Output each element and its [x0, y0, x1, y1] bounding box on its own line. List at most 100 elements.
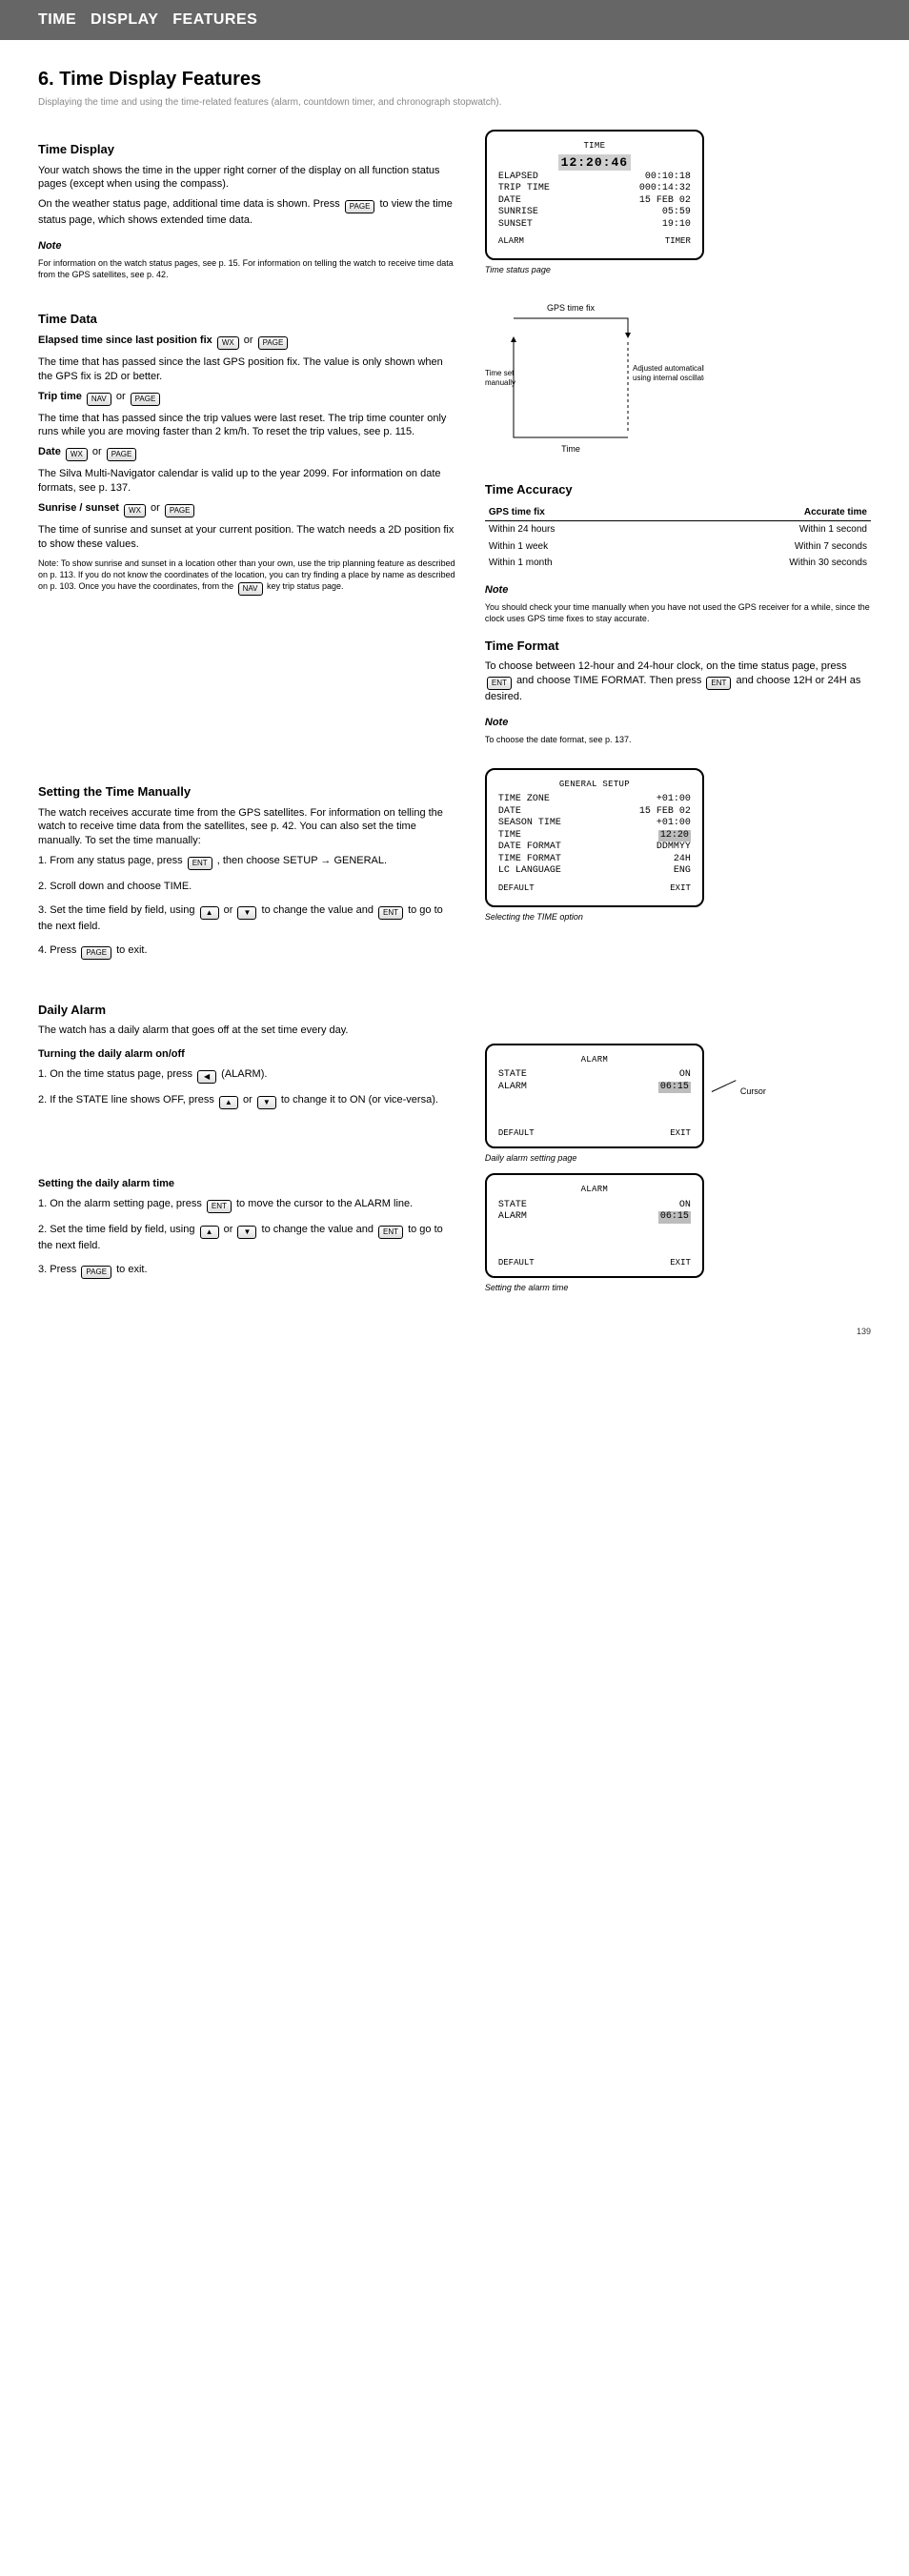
text: SUNSET: [498, 219, 533, 232]
heading-daily-alarm: Daily Alarm: [38, 1002, 871, 1019]
subhead: Setting the daily alarm time: [38, 1178, 174, 1189]
heading-time-display: Time Display: [38, 141, 456, 158]
lcd-row: LC LANGUAGEENG: [498, 865, 691, 878]
weather-key-icon: WX: [124, 504, 146, 517]
page-body: 6. Time Display Features Displaying the …: [0, 40, 909, 1351]
diagram-label-top: GPS time fix: [547, 303, 596, 313]
lcd-alarm-set: ALARM STATEON ALARM06:15 DEFAULTEXIT: [485, 1173, 704, 1278]
steps-alarm-set: 1. On the alarm setting page, press ENT …: [38, 1197, 456, 1279]
text: to exit.: [116, 944, 147, 956]
lcd-title: GENERAL SETUP: [498, 780, 691, 790]
note-head: Note: [485, 583, 871, 598]
page-key-icon: PAGE: [165, 504, 195, 517]
para: The time of sunrise and sunset at your c…: [38, 523, 456, 552]
page-key-icon: PAGE: [345, 200, 375, 213]
enter-key-icon: ENT: [378, 906, 403, 920]
text: ALARM: [498, 1211, 527, 1224]
text: EXIT: [670, 1128, 691, 1139]
text: or: [151, 502, 163, 514]
text: 3. Set the time field by field, using: [38, 904, 198, 916]
text: to change the value and: [262, 904, 376, 916]
heading-time-data: Time Data: [38, 311, 456, 328]
text: ON: [679, 1069, 691, 1082]
para: To choose between 12-hour and 24-hour cl…: [485, 659, 871, 704]
note-head: Note: [485, 716, 871, 730]
heading-time-accuracy: Time Accuracy: [485, 481, 871, 498]
up-key-icon: ▲: [200, 906, 219, 920]
down-key-icon: ▼: [237, 906, 256, 920]
enter-key-icon: ENT: [487, 677, 512, 690]
lcd-highlight: 06:15: [658, 1211, 691, 1224]
text: EXIT: [670, 1258, 691, 1268]
table-row: GPS time fixAccurate time: [485, 504, 871, 521]
text: (ALARM).: [221, 1068, 267, 1080]
enter-key-icon: ENT: [188, 857, 212, 870]
text: 1. From any status page, press: [38, 855, 186, 866]
para: Your watch shows the time in the upper r…: [38, 164, 456, 193]
text: 15 FEB 02: [639, 195, 691, 208]
up-key-icon: ▲: [219, 1096, 238, 1109]
lcd-row: TIME12:20: [498, 830, 691, 842]
text: DEFAULT: [498, 1128, 535, 1139]
lcd-title: TIME: [498, 141, 691, 152]
lcd-title: ALARM: [498, 1055, 691, 1065]
text: to change it to ON (or vice-versa).: [281, 1094, 438, 1105]
text: 00:10:18: [645, 172, 691, 184]
text: Date: [38, 446, 61, 457]
text: or: [116, 391, 129, 402]
lcd-caption: Time status page: [485, 264, 871, 275]
text: ALARM: [498, 236, 524, 247]
heading-set-time: Setting the Time Manually: [38, 783, 456, 801]
text: 2. If the STATE line shows OFF, press: [38, 1094, 217, 1105]
text: to move the cursor to the ALARM line.: [236, 1198, 413, 1209]
table-row: Within 24 hoursWithin 1 second: [485, 521, 871, 538]
text: or: [92, 446, 105, 457]
para: Note: To show sunrise and sunset in a lo…: [38, 558, 456, 596]
text: Sunrise / sunset: [38, 502, 119, 514]
step: 2. Scroll down and choose TIME.: [38, 880, 456, 894]
note-body: You should check your time manually when…: [485, 601, 871, 624]
data-date-head: Date WX or PAGE: [38, 445, 456, 461]
steps-set-time: 1. From any status page, press ENT , the…: [38, 854, 456, 960]
para: On the weather status page, additional t…: [38, 197, 456, 228]
lcd-time-status: TIME 12:20:46 ELAPSED00:10:18 TRIP TIME0…: [485, 130, 704, 260]
table-row: Within 1 monthWithin 30 seconds: [485, 555, 871, 572]
text: Elapsed time since last position fix: [38, 335, 212, 346]
up-key-icon: ▲: [200, 1226, 219, 1239]
page-title: 6. Time Display Features: [38, 67, 871, 92]
lcd-highlight: 06:15: [658, 1082, 691, 1094]
top-banner: TIME DISPLAY FEATURES: [0, 0, 909, 40]
text: EXIT: [670, 883, 691, 894]
text: DEFAULT: [498, 1258, 535, 1268]
data-sun-head: Sunrise / sunset WX or PAGE: [38, 501, 456, 517]
note-head: Note: [38, 239, 456, 254]
text: TIMER: [665, 236, 691, 247]
accuracy-table: GPS time fixAccurate timeWithin 24 hours…: [485, 504, 871, 572]
lcd-caption: Setting the alarm time: [485, 1282, 871, 1293]
lcd-caption: Selecting the TIME option: [485, 911, 871, 923]
page-key-icon: PAGE: [107, 448, 137, 461]
text: key trip status page.: [267, 581, 344, 591]
text: STATE: [498, 1200, 527, 1212]
nav-key-icon: NAV: [87, 393, 111, 406]
page-key-icon: PAGE: [131, 393, 161, 406]
page-number: 139: [857, 1326, 871, 1337]
lcd-alarm-onoff: ALARM STATEON ALARM06:15 DEFAULTEXIT: [485, 1044, 704, 1148]
heading-time-format: Time Format: [485, 638, 871, 655]
text: and choose TIME FORMAT. Then press: [516, 675, 704, 686]
diagram-label-left: Time setmanually: [485, 369, 515, 387]
para: The watch receives accurate time from th…: [38, 806, 456, 849]
para: The watch has a daily alarm that goes of…: [38, 1024, 871, 1038]
text: On the weather status page, additional t…: [38, 198, 343, 210]
down-key-icon: ▼: [237, 1226, 256, 1239]
page-key-icon: PAGE: [258, 336, 289, 350]
enter-key-icon: ENT: [706, 677, 731, 690]
lcd-clock: 12:20:46: [498, 155, 691, 171]
callout-label: Cursor: [740, 1086, 766, 1096]
note-body: To choose the date format, see p. 137.: [485, 734, 871, 745]
text: 000:14:32: [639, 183, 691, 195]
page-key-icon: PAGE: [81, 946, 111, 960]
text: or: [224, 904, 236, 916]
text: STATE: [498, 1069, 527, 1082]
weather-key-icon: WX: [217, 336, 239, 350]
